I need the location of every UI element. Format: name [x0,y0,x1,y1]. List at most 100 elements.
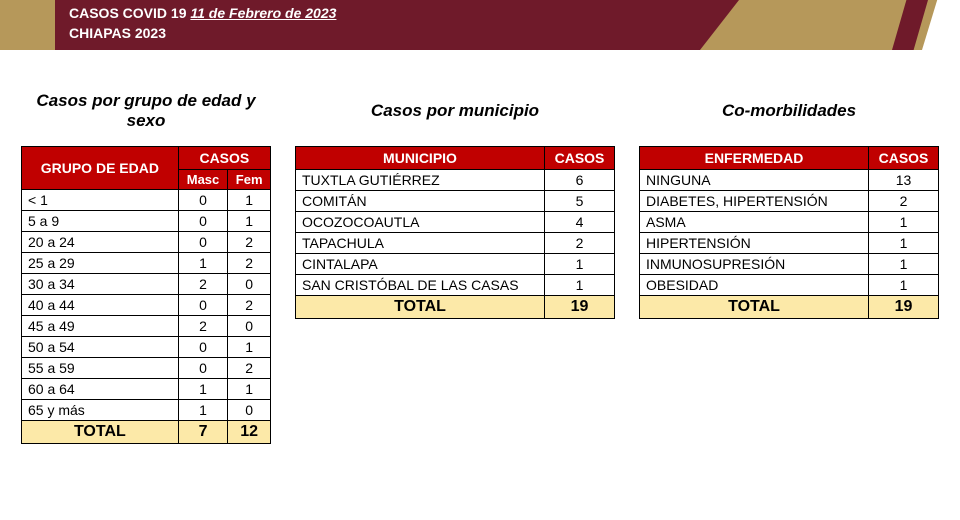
panel-comorb: Co-morbilidades ENFERMEDAD CASOS NINGUNA… [639,90,939,319]
cell-mun: TUXTLA GUTIÉRREZ [296,170,545,191]
table-row: 60 a 64 1 1 [22,379,271,400]
table-row: OCOZOCOAUTLA 4 [296,212,615,233]
cell-enf-c: 1 [869,275,939,296]
cell-enf-c: 1 [869,254,939,275]
cell-total-label: TOTAL [296,296,545,319]
th-cases: CASOS [178,147,270,170]
cell-group: 60 a 64 [22,379,179,400]
cell-total-comorb: 19 [869,296,939,319]
cell-masc: 0 [178,295,228,316]
th-enf-cases: CASOS [869,147,939,170]
th-mun-cases: CASOS [545,147,615,170]
cell-fem: 1 [228,337,271,358]
table-comorb: ENFERMEDAD CASOS NINGUNA 13 DIABETES, HI… [639,146,939,319]
header-tail-decor [700,0,960,50]
table-row: NINGUNA 13 [640,170,939,191]
row-total-age: TOTAL 7 12 [22,421,271,444]
table-row: INMUNOSUPRESIÓN 1 [640,254,939,275]
cell-fem: 1 [228,379,271,400]
panel-municipio: Casos por municipio MUNICIPIO CASOS TUXT… [295,90,615,319]
cell-total-m: 7 [178,421,228,444]
cell-fem: 1 [228,190,271,211]
tbody-municipio: TUXTLA GUTIÉRREZ 6 COMITÁN 5 OCOZOCOAUTL… [296,170,615,296]
cell-enf-c: 1 [869,212,939,233]
title-age-sex: Casos por grupo de edad y sexo [21,90,271,132]
cell-enf: ASMA [640,212,869,233]
table-row: 65 y más 1 0 [22,400,271,421]
cell-masc: 2 [178,274,228,295]
table-row: 40 a 44 0 2 [22,295,271,316]
cell-fem: 2 [228,358,271,379]
cell-enf: HIPERTENSIÓN [640,233,869,254]
th-group: GRUPO DE EDAD [22,147,179,190]
cell-mun-c: 2 [545,233,615,254]
cell-total-f: 12 [228,421,271,444]
table-row: CINTALAPA 1 [296,254,615,275]
cell-fem: 2 [228,295,271,316]
table-row: TAPACHULA 2 [296,233,615,254]
cell-enf-c: 2 [869,191,939,212]
cell-group: 55 a 59 [22,358,179,379]
table-row: 30 a 34 2 0 [22,274,271,295]
row-total-mun: TOTAL 19 [296,296,615,319]
cell-mun-c: 1 [545,254,615,275]
th-masc: Masc [178,170,228,190]
cell-masc: 0 [178,337,228,358]
cell-group: 65 y más [22,400,179,421]
table-row: SAN CRISTÓBAL DE LAS CASAS 1 [296,275,615,296]
cell-mun-c: 1 [545,275,615,296]
cell-fem: 0 [228,400,271,421]
content-area: Casos por grupo de edad y sexo GRUPO DE … [0,50,960,444]
table-row: 55 a 59 0 2 [22,358,271,379]
table-row: ASMA 1 [640,212,939,233]
title-comorb: Co-morbilidades [639,90,939,132]
cell-enf: DIABETES, HIPERTENSIÓN [640,191,869,212]
tbody-comorb: NINGUNA 13 DIABETES, HIPERTENSIÓN 2 ASMA… [640,170,939,296]
cell-group: 40 a 44 [22,295,179,316]
cell-masc: 1 [178,253,228,274]
th-mun: MUNICIPIO [296,147,545,170]
table-row: HIPERTENSIÓN 1 [640,233,939,254]
cell-mun-c: 6 [545,170,615,191]
cell-mun-c: 5 [545,191,615,212]
table-row: 5 a 9 0 1 [22,211,271,232]
cell-group: 45 a 49 [22,316,179,337]
cell-mun: TAPACHULA [296,233,545,254]
cell-masc: 1 [178,379,228,400]
cell-fem: 2 [228,253,271,274]
cell-mun: COMITÁN [296,191,545,212]
cell-masc: 0 [178,232,228,253]
table-row: < 1 0 1 [22,190,271,211]
cell-masc: 0 [178,358,228,379]
cell-fem: 0 [228,274,271,295]
cell-masc: 2 [178,316,228,337]
table-row: 45 a 49 2 0 [22,316,271,337]
table-municipio: MUNICIPIO CASOS TUXTLA GUTIÉRREZ 6 COMIT… [295,146,615,319]
cell-group: 25 a 29 [22,253,179,274]
cell-enf: NINGUNA [640,170,869,191]
row-total-comorb: TOTAL 19 [640,296,939,319]
table-row: 25 a 29 1 2 [22,253,271,274]
table-row: 50 a 54 0 1 [22,337,271,358]
cell-group: 30 a 34 [22,274,179,295]
table-row: OBESIDAD 1 [640,275,939,296]
cell-enf-c: 13 [869,170,939,191]
header-date: 11 de Febrero de 2023 [190,5,336,21]
header-prefix: CASOS COVID 19 [69,5,190,21]
cell-masc: 0 [178,190,228,211]
th-enf: ENFERMEDAD [640,147,869,170]
title-municipio: Casos por municipio [295,90,615,132]
cell-mun: OCOZOCOAUTLA [296,212,545,233]
header-gold-stripe [0,0,55,50]
table-row: DIABETES, HIPERTENSIÓN 2 [640,191,939,212]
th-fem: Fem [228,170,271,190]
cell-group: 5 a 9 [22,211,179,232]
cell-mun: CINTALAPA [296,254,545,275]
tbody-age-sex: < 1 0 1 5 a 9 0 1 20 a 24 0 2 25 a 29 1 … [22,190,271,421]
cell-enf: INMUNOSUPRESIÓN [640,254,869,275]
cell-enf: OBESIDAD [640,275,869,296]
table-row: 20 a 24 0 2 [22,232,271,253]
cell-masc: 0 [178,211,228,232]
table-age-sex: GRUPO DE EDAD CASOS Masc Fem < 1 0 1 5 a… [21,146,271,444]
header-bar: CASOS COVID 19 11 de Febrero de 2023 CHI… [0,0,960,50]
